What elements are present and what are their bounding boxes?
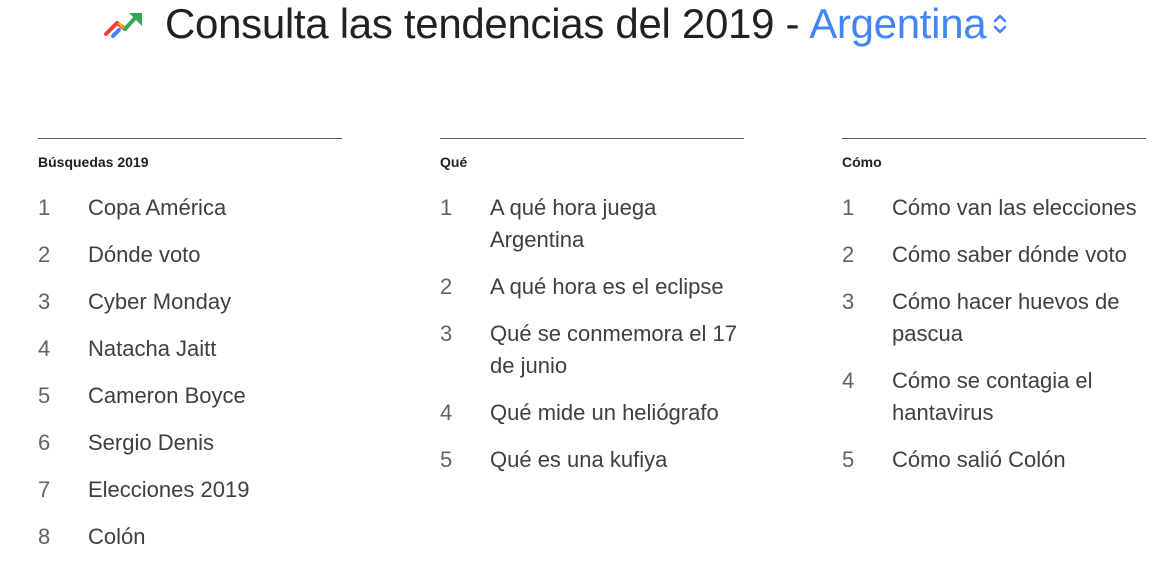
search-term: Copa América	[88, 195, 227, 220]
rank-number: 2	[38, 242, 51, 267]
list-item[interactable]: 5 Cameron Boyce	[38, 380, 342, 412]
search-term: Colón	[88, 524, 146, 549]
search-term: Qué es una kufiya	[490, 447, 668, 472]
rank-number: 1	[440, 195, 453, 220]
rank-number: 7	[38, 477, 51, 502]
ranking-list: 1 A qué hora juega Argentina 2 A qué hora …	[440, 192, 744, 476]
search-term: Cómo van las elecciones	[892, 195, 1137, 220]
list-item[interactable]: 3 Qué se conmemora el 17 de junio	[440, 318, 744, 382]
column-busquedas: Búsquedas 2019 1 Copa América 2 Dónde voto…	[38, 138, 342, 566]
column-heading: Búsquedas 2019	[38, 154, 149, 170]
search-term: Cómo hacer huevos de pascua	[892, 289, 1120, 346]
column-divider	[440, 138, 744, 139]
search-term: Cameron Boyce	[88, 383, 246, 408]
search-term: Qué mide un heliógrafo	[490, 400, 719, 425]
rank-number: 5	[440, 447, 453, 472]
search-term: A qué hora juega Argentina	[490, 195, 657, 252]
list-item[interactable]: 6 Sergio Denis	[38, 427, 342, 459]
search-term: Sergio Denis	[88, 430, 214, 455]
search-term: Dónde voto	[88, 242, 201, 267]
list-item[interactable]: 2 Dónde voto	[38, 239, 342, 271]
list-item[interactable]: 3 Cyber Monday	[38, 286, 342, 318]
rank-number: 4	[440, 400, 453, 425]
column-divider	[842, 138, 1146, 139]
country-selector[interactable]: Argentina	[809, 0, 1008, 48]
list-item[interactable]: 7 Elecciones 2019	[38, 474, 342, 506]
column-heading: Cómo	[842, 154, 882, 170]
rank-number: 4	[38, 336, 51, 361]
list-item[interactable]: 1 A qué hora juega Argentina	[440, 192, 744, 256]
column-heading: Qué	[440, 154, 468, 170]
rank-number: 3	[842, 289, 855, 314]
ranking-list: 1 Copa América 2 Dónde voto 3 Cyber Monday …	[38, 192, 342, 553]
list-item[interactable]: 1 Copa América	[38, 192, 342, 224]
page-title: Consulta las tendencias del 2019 -	[165, 0, 800, 47]
column-como: Cómo 1 Cómo van las elecciones 2 Cómo sabe…	[842, 138, 1146, 491]
rank-number: 3	[440, 321, 453, 346]
search-term: Elecciones 2019	[88, 477, 250, 502]
column-divider	[38, 138, 342, 139]
trending-up-icon	[104, 13, 142, 38]
list-item[interactable]: 2 A qué hora es el eclipse	[440, 271, 744, 303]
rank-number: 5	[842, 447, 855, 472]
list-item[interactable]: 1 Cómo van las elecciones	[842, 192, 1146, 224]
list-item[interactable]: 8 Colón	[38, 521, 342, 553]
list-item[interactable]: 4 Qué mide un heliógrafo	[440, 397, 744, 429]
rank-number: 6	[38, 430, 51, 455]
rank-number: 2	[842, 242, 855, 267]
rank-number: 3	[38, 289, 51, 314]
page-header: Consulta las tendencias del 2019 - Argen…	[103, 0, 1008, 48]
list-item[interactable]: 4 Natacha Jaitt	[38, 333, 342, 365]
list-item[interactable]: 5 Qué es una kufiya	[440, 444, 744, 476]
list-item[interactable]: 4 Cómo se contagia el hantavirus	[842, 365, 1146, 429]
rank-number: 8	[38, 524, 51, 549]
search-term: Natacha Jaitt	[88, 336, 217, 361]
ranking-list: 1 Cómo van las elecciones 2 Cómo saber dón…	[842, 192, 1146, 476]
list-item[interactable]: 2 Cómo saber dónde voto	[842, 239, 1146, 271]
list-item[interactable]: 3 Cómo hacer huevos de pascua	[842, 286, 1146, 350]
rank-number: 1	[842, 195, 855, 220]
rank-number: 5	[38, 383, 51, 408]
rank-number: 1	[38, 195, 51, 220]
search-term: Cómo se contagia el hantavirus	[892, 368, 1093, 425]
rank-number: 2	[440, 274, 453, 299]
search-term: Cyber Monday	[88, 289, 232, 314]
unfold-more-icon	[994, 14, 1007, 34]
search-term: Cómo salió Colón	[892, 447, 1066, 472]
column-que: Qué 1 A qué hora juega Argentina 2 A qué h…	[440, 138, 744, 491]
search-term: Qué se conmemora el 17 de junio	[490, 321, 738, 378]
list-item[interactable]: 5 Cómo salió Colón	[842, 444, 1146, 476]
rank-number: 4	[842, 368, 855, 393]
search-term: Cómo saber dónde voto	[892, 242, 1127, 267]
search-term: A qué hora es el eclipse	[490, 274, 724, 299]
country-name: Argentina	[809, 0, 987, 47]
